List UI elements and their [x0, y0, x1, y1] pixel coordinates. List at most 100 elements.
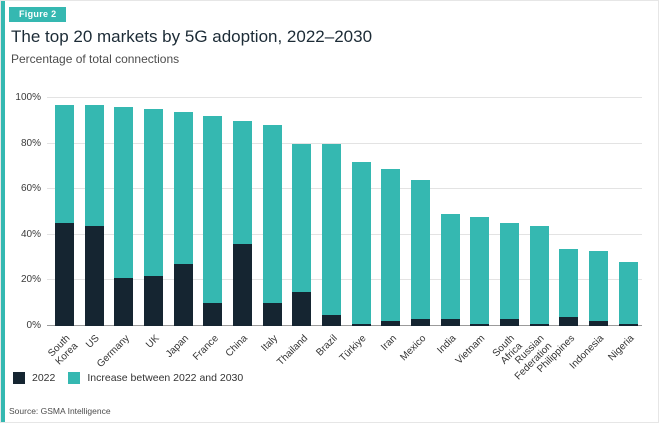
segment-2022-india	[440, 319, 460, 326]
bar-india: India	[435, 98, 460, 356]
segment-2022-mexico	[411, 319, 431, 326]
bar-mexico: Mexico	[398, 98, 431, 363]
gridline-80	[47, 142, 642, 144]
bar-south-africa: South Africa	[491, 98, 525, 367]
segment-2022-germany	[114, 278, 134, 326]
segment-increase-thailand	[292, 143, 312, 292]
bars-row: South Korea US Germany UK Japan France China It…	[46, 98, 642, 382]
bar-japan: Japan	[164, 98, 193, 360]
segment-2022-france	[203, 303, 223, 326]
segment-2022-nigeria	[618, 323, 638, 326]
chart-title: The top 20 markets by 5G adoption, 2022–…	[11, 27, 373, 46]
segment-increase-nigeria	[618, 262, 638, 324]
x-axis-label-india: India	[434, 333, 459, 357]
segment-increase-vietnam	[470, 216, 490, 324]
gridline-0	[47, 325, 642, 326]
segment-increase-indonesia	[589, 250, 609, 322]
segment-2022-brazil	[322, 314, 342, 326]
segment-increase-türkiye	[351, 161, 371, 324]
legend-item-2022: 2022	[13, 372, 55, 384]
x-axis-label-us: US	[84, 333, 102, 351]
bar-iran: Iran	[379, 98, 401, 353]
y-tick-label-0: 0%	[26, 320, 41, 331]
y-tick-label-20: 20%	[20, 274, 41, 286]
gridline-40	[47, 233, 642, 235]
bar-thailand: Thailand	[275, 98, 312, 368]
x-axis-label-iran: Iran	[378, 333, 399, 353]
left-accent-bar	[1, 1, 5, 422]
y-tick-label-60: 60%	[20, 183, 41, 195]
plot-area: 0% 20% 40% 60% 80% 100% South Korea US Germany UK…	[15, 92, 642, 382]
x-axis-label-uk: UK	[143, 333, 162, 351]
segment-increase-mexico	[411, 180, 431, 320]
segment-2022-uk	[144, 275, 164, 326]
segment-increase-germany	[114, 107, 134, 279]
y-tick-label-80: 80%	[20, 137, 41, 149]
segment-increase-south-africa	[500, 223, 520, 320]
segment-increase-france	[203, 116, 223, 304]
gridline-100	[47, 97, 642, 98]
segment-increase-south-korea	[55, 104, 74, 224]
bar-russian-federation: Russian Federation	[513, 98, 555, 382]
bar-germany: Germany	[95, 98, 134, 370]
x-axis-label-south-korea: South Korea	[46, 333, 81, 368]
bar-us: US	[84, 98, 104, 351]
segment-2022-japan	[173, 264, 193, 326]
segment-2022-us	[84, 225, 104, 326]
segment-increase-china	[233, 120, 253, 244]
chart-subtitle: Percentage of total connections	[11, 52, 180, 66]
legend-label-increase: Increase between 2022 and 2030	[87, 372, 244, 384]
x-axis-label-italy: Italy	[259, 333, 280, 354]
segment-increase-japan	[173, 111, 193, 265]
gridline-20	[47, 279, 642, 281]
bar-vietnam: Vietnam	[454, 98, 490, 367]
x-axis-label-brazil: Brazil	[313, 333, 340, 359]
gridline-60	[47, 188, 642, 190]
x-axis-label-vietnam: Vietnam	[454, 333, 488, 367]
segment-2022-south-africa	[500, 319, 520, 326]
x-axis-label-türkiye: Türkiye	[338, 333, 369, 364]
legend-label-2022: 2022	[32, 372, 56, 384]
legend: 2022 Increase between 2022 and 2030	[13, 372, 243, 384]
segment-2022-russian-federation	[529, 323, 549, 326]
segment-2022-türkiye	[351, 323, 371, 326]
segment-increase-iran	[381, 168, 401, 322]
bar-italy: Italy	[259, 98, 282, 354]
segment-2022-vietnam	[470, 323, 490, 326]
legend-item-increase: Increase between 2022 and 2030	[68, 372, 243, 384]
y-tick-label-40: 40%	[20, 228, 41, 240]
bar-indonesia: Indonesia	[568, 98, 609, 371]
figure-badge: Figure 2	[9, 7, 67, 22]
bar-uk: UK	[144, 98, 164, 351]
x-axis-label-thailand: Thailand	[274, 333, 310, 368]
y-tick-label-100: 100%	[15, 92, 41, 103]
bar-türkiye: Türkiye	[338, 98, 371, 364]
segment-increase-italy	[262, 125, 282, 304]
bar-brazil: Brazil	[314, 98, 342, 358]
segment-2022-thailand	[292, 291, 312, 326]
segment-increase-philippines	[559, 248, 579, 317]
bar-france: France	[191, 98, 223, 363]
bar-china: China	[224, 98, 253, 359]
segment-increase-russian-federation	[529, 225, 549, 324]
bar-south-korea: South Korea	[46, 98, 80, 368]
segment-2022-china	[233, 243, 253, 326]
x-axis-label-japan: Japan	[163, 333, 191, 361]
segment-increase-us	[84, 104, 104, 226]
segment-2022-iran	[381, 321, 401, 326]
segment-increase-brazil	[322, 143, 342, 315]
bar-nigeria: Nigeria	[606, 98, 638, 363]
segment-increase-uk	[144, 109, 164, 276]
legend-swatch-increase	[68, 372, 81, 384]
segment-2022-south-korea	[55, 223, 74, 326]
legend-swatch-2022	[13, 372, 25, 384]
x-axis-label-mexico: Mexico	[398, 333, 429, 364]
segment-2022-philippines	[559, 316, 579, 326]
x-axis-label-nigeria: Nigeria	[605, 333, 637, 364]
x-axis-label-france: France	[190, 333, 221, 363]
x-axis-label-china: China	[224, 333, 251, 360]
segment-2022-italy	[262, 303, 282, 326]
segment-2022-indonesia	[589, 321, 609, 326]
segment-increase-india	[440, 214, 460, 320]
